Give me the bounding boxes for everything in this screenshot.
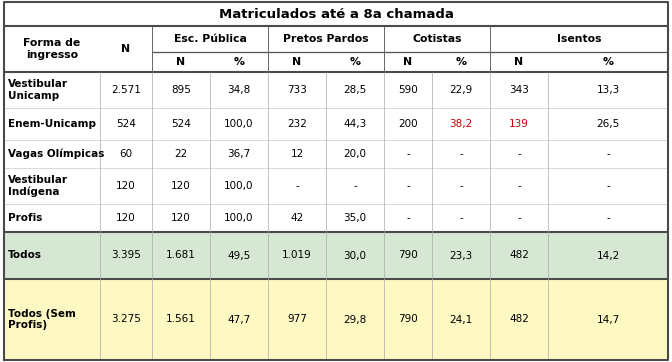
Text: Vagas Olímpicas: Vagas Olímpicas <box>8 149 104 159</box>
Text: -: - <box>459 149 463 159</box>
Text: 343: 343 <box>509 85 529 95</box>
Text: 23,3: 23,3 <box>450 251 472 261</box>
Text: 790: 790 <box>398 315 418 324</box>
Text: N: N <box>403 57 413 67</box>
Text: 3.395: 3.395 <box>111 251 141 261</box>
Text: 24,1: 24,1 <box>450 315 472 324</box>
Text: 38,2: 38,2 <box>450 119 472 129</box>
Text: 29,8: 29,8 <box>343 315 367 324</box>
Text: 100,0: 100,0 <box>224 119 254 129</box>
Text: 47,7: 47,7 <box>227 315 251 324</box>
Text: Pretos Pardos: Pretos Pardos <box>283 34 369 44</box>
Text: Profis: Profis <box>8 213 42 223</box>
Text: N: N <box>292 57 302 67</box>
Text: %: % <box>603 57 614 67</box>
Text: 200: 200 <box>398 119 418 129</box>
Text: 1.019: 1.019 <box>282 251 312 261</box>
Text: 100,0: 100,0 <box>224 213 254 223</box>
Text: -: - <box>406 149 410 159</box>
Text: -: - <box>606 149 610 159</box>
Text: 482: 482 <box>509 251 529 261</box>
Text: Matriculados até a 8a chamada: Matriculados até a 8a chamada <box>218 8 454 21</box>
Text: 139: 139 <box>509 119 529 129</box>
Text: -: - <box>517 213 521 223</box>
Text: -: - <box>606 213 610 223</box>
Text: -: - <box>353 181 357 191</box>
Text: 977: 977 <box>287 315 307 324</box>
Text: N: N <box>515 57 523 67</box>
Text: -: - <box>517 149 521 159</box>
Text: -: - <box>606 181 610 191</box>
Text: 12: 12 <box>290 149 304 159</box>
Text: %: % <box>233 57 245 67</box>
Text: -: - <box>517 181 521 191</box>
Text: 2.571: 2.571 <box>111 85 141 95</box>
Text: N: N <box>177 57 185 67</box>
Text: 1.561: 1.561 <box>166 315 196 324</box>
Text: 13,3: 13,3 <box>596 85 620 95</box>
Bar <box>4 279 668 360</box>
Text: 36,7: 36,7 <box>227 149 251 159</box>
Text: Vestibular
Unicamp: Vestibular Unicamp <box>8 79 68 101</box>
Text: 14,2: 14,2 <box>596 251 620 261</box>
Text: N: N <box>122 44 130 54</box>
Text: Vestibular
Indígena: Vestibular Indígena <box>8 175 68 197</box>
Text: Todos: Todos <box>8 251 42 261</box>
Text: 524: 524 <box>116 119 136 129</box>
Text: 22: 22 <box>174 149 187 159</box>
Text: 26,5: 26,5 <box>596 119 620 129</box>
Text: Enem-Unicamp: Enem-Unicamp <box>8 119 96 129</box>
Text: %: % <box>349 57 360 67</box>
Text: 590: 590 <box>398 85 418 95</box>
Text: 42: 42 <box>290 213 304 223</box>
Text: 30,0: 30,0 <box>343 251 366 261</box>
Text: 3.275: 3.275 <box>111 315 141 324</box>
Text: 895: 895 <box>171 85 191 95</box>
Text: 34,8: 34,8 <box>227 85 251 95</box>
Text: 120: 120 <box>116 181 136 191</box>
Text: 1.681: 1.681 <box>166 251 196 261</box>
Text: %: % <box>456 57 466 67</box>
Text: Esc. Pública: Esc. Pública <box>173 34 247 44</box>
Text: 790: 790 <box>398 251 418 261</box>
Text: Todos (Sem
Profis): Todos (Sem Profis) <box>8 309 76 330</box>
Text: Forma de
ingresso: Forma de ingresso <box>24 38 81 60</box>
Text: 44,3: 44,3 <box>343 119 367 129</box>
Text: 482: 482 <box>509 315 529 324</box>
Text: 120: 120 <box>171 181 191 191</box>
Text: 14,7: 14,7 <box>596 315 620 324</box>
Text: 733: 733 <box>287 85 307 95</box>
Text: -: - <box>459 181 463 191</box>
Text: 28,5: 28,5 <box>343 85 367 95</box>
Text: 60: 60 <box>120 149 132 159</box>
Text: -: - <box>459 213 463 223</box>
Text: -: - <box>406 213 410 223</box>
Text: Cotistas: Cotistas <box>412 34 462 44</box>
Text: 35,0: 35,0 <box>343 213 366 223</box>
Text: 49,5: 49,5 <box>227 251 251 261</box>
Text: 100,0: 100,0 <box>224 181 254 191</box>
Text: 22,9: 22,9 <box>450 85 472 95</box>
Text: 524: 524 <box>171 119 191 129</box>
Text: 120: 120 <box>116 213 136 223</box>
Text: 232: 232 <box>287 119 307 129</box>
Text: -: - <box>406 181 410 191</box>
Text: 20,0: 20,0 <box>343 149 366 159</box>
Text: 120: 120 <box>171 213 191 223</box>
Text: Isentos: Isentos <box>556 34 601 44</box>
Text: -: - <box>295 181 299 191</box>
Bar <box>4 232 668 279</box>
